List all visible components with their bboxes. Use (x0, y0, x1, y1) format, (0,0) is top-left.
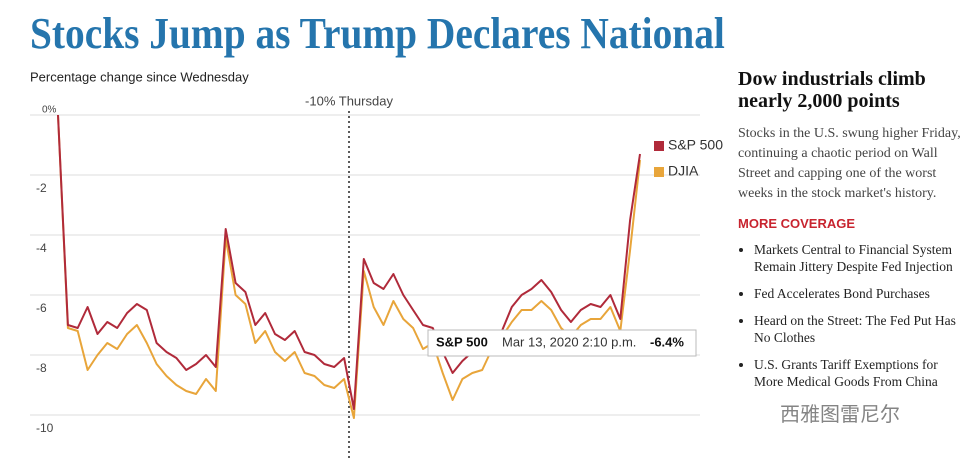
y-tick-label: -6 (36, 301, 47, 315)
y-tick-label: -4 (36, 241, 47, 255)
annotation-label: -10% Thursday (305, 93, 393, 108)
coverage-link[interactable]: Markets Central to Financial System Rema… (754, 241, 970, 275)
coverage-link[interactable]: Heard on the Street: The Fed Put Has No … (754, 312, 970, 346)
coverage-link[interactable]: U.S. Grants Tariff Exemptions for More M… (754, 356, 970, 390)
y-tick-label: -8 (36, 361, 47, 375)
watermark: 西雅图雷尼尔 (780, 402, 900, 426)
coverage-list: Markets Central to Financial System Rema… (738, 241, 970, 390)
coverage-title: MORE COVERAGE (738, 216, 856, 231)
legend-label: S&P 500 (668, 137, 723, 153)
tooltip-series: S&P 500 (436, 334, 488, 349)
legend-swatch (654, 141, 664, 151)
chart: Stocks Jump as Trump Declares National E… (30, 9, 730, 458)
tooltip-date: Mar 13, 2020 2:10 p.m. (502, 334, 636, 349)
tooltip-value: -6.4% (650, 334, 684, 349)
sidebar: Dow industrials climb nearly 2,000 point… (738, 68, 970, 400)
chart-subtitle: Percentage change since Wednesday (30, 69, 249, 84)
sidebar-headline: Dow industrials climb nearly 2,000 point… (738, 68, 926, 112)
series-line (57, 114, 641, 419)
chart-title: Stocks Jump as Trump Declares National E… (30, 9, 730, 58)
legend-swatch (654, 167, 664, 177)
y-tick-label: -10 (36, 421, 54, 435)
series-line (57, 114, 641, 410)
tooltip-box (427, 329, 697, 357)
legend-label: DJIA (668, 163, 699, 179)
sidebar-summary: Stocks in the U.S. swung higher Friday, … (738, 126, 961, 201)
y-tick-label: 0% (42, 105, 57, 116)
coverage-link[interactable]: Fed Accelerates Bond Purchases (754, 285, 970, 302)
y-tick-label: -2 (36, 181, 47, 195)
